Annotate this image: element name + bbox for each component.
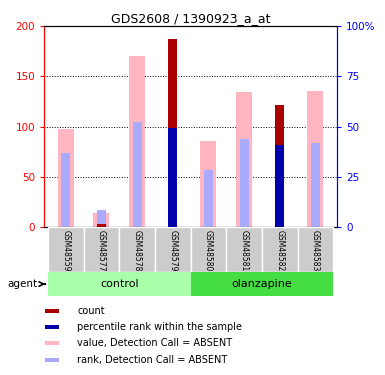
Bar [97,210,106,227]
Bar [200,141,216,227]
Text: GSM48581: GSM48581 [239,230,249,271]
Bar [84,227,119,272]
Bar [45,326,59,329]
Text: GSM48579: GSM48579 [168,230,177,272]
Text: count: count [77,306,105,316]
Bar [45,309,59,313]
Bar [239,139,249,227]
Bar [275,105,284,227]
Text: percentile rank within the sample: percentile rank within the sample [77,322,243,332]
Bar [48,227,84,272]
Bar [97,224,106,227]
Bar [204,170,213,227]
Text: GSM48578: GSM48578 [132,230,142,272]
Bar [191,272,333,296]
Text: rank, Detection Call = ABSENT: rank, Detection Call = ABSENT [77,354,228,364]
Text: GSM48582: GSM48582 [275,230,284,271]
Bar [311,142,320,227]
Bar [275,145,284,227]
Bar [58,129,74,227]
Text: GSM48580: GSM48580 [204,230,213,272]
Title: GDS2608 / 1390923_a_at: GDS2608 / 1390923_a_at [111,12,270,25]
Bar [45,342,59,345]
Bar [308,92,323,227]
Text: GSM48577: GSM48577 [97,230,106,272]
Bar [262,227,298,272]
Bar [61,153,70,227]
Bar [119,227,155,272]
Bar [129,56,145,227]
Bar [48,272,191,296]
Text: GSM48583: GSM48583 [311,230,320,272]
Bar [236,93,252,227]
Text: agent: agent [8,279,38,289]
Bar [93,213,109,227]
Bar [45,357,59,362]
Bar [191,227,226,272]
Bar [168,128,177,227]
Bar [168,39,177,227]
Text: olanzapine: olanzapine [231,279,292,289]
Text: control: control [100,279,139,289]
Bar [298,227,333,272]
Text: value, Detection Call = ABSENT: value, Detection Call = ABSENT [77,339,233,348]
Text: GSM48559: GSM48559 [61,230,70,272]
Bar [155,227,191,272]
Bar [132,122,142,227]
Bar [226,227,262,272]
